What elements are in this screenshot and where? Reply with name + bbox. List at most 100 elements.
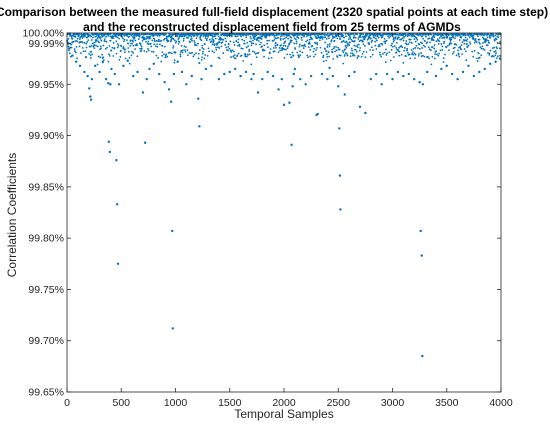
data-point-band bbox=[241, 47, 244, 50]
data-point-band bbox=[89, 45, 91, 48]
data-point bbox=[498, 57, 502, 60]
data-point-band bbox=[421, 54, 424, 57]
data-point-band bbox=[427, 46, 430, 49]
data-point bbox=[115, 203, 119, 206]
data-point-band bbox=[393, 39, 396, 42]
data-point-band bbox=[287, 37, 290, 40]
data-point-band bbox=[278, 33, 281, 36]
data-point-band bbox=[321, 33, 324, 35]
data-point-band bbox=[440, 34, 443, 37]
data-point bbox=[108, 150, 112, 154]
data-point-band bbox=[298, 45, 301, 48]
data-point-band bbox=[160, 60, 163, 63]
data-point-band bbox=[255, 39, 258, 42]
data-point-band bbox=[273, 38, 276, 41]
data-point-band bbox=[143, 50, 146, 52]
data-point bbox=[101, 60, 105, 63]
data-point-band bbox=[441, 48, 444, 51]
x-tick-label: 1000 bbox=[164, 397, 188, 409]
data-point-band bbox=[435, 40, 438, 43]
data-point-band bbox=[96, 39, 98, 41]
data-point-band bbox=[213, 51, 216, 54]
data-point-band bbox=[166, 55, 169, 58]
data-point-band bbox=[152, 33, 155, 35]
data-point-band bbox=[150, 50, 153, 53]
data-point-band bbox=[72, 40, 75, 43]
data-point bbox=[375, 72, 378, 76]
data-point-band bbox=[109, 39, 112, 42]
data-point bbox=[483, 67, 486, 71]
data-point-band bbox=[387, 35, 390, 38]
data-point-band bbox=[397, 33, 400, 36]
data-point-band bbox=[136, 55, 139, 58]
data-point-band bbox=[374, 44, 377, 47]
data-point-band bbox=[453, 46, 456, 49]
data-point-band bbox=[186, 54, 189, 57]
data-point bbox=[204, 67, 208, 71]
data-point-band bbox=[478, 38, 481, 41]
data-point-band bbox=[218, 57, 221, 60]
data-point-band bbox=[339, 54, 342, 57]
data-point-band bbox=[230, 51, 233, 53]
data-point-band bbox=[325, 34, 327, 36]
data-point-band bbox=[234, 57, 237, 60]
data-point-band bbox=[351, 52, 354, 55]
data-point-band bbox=[466, 46, 469, 48]
data-point-band bbox=[237, 44, 239, 47]
data-point-band bbox=[394, 36, 397, 39]
data-point-band bbox=[157, 40, 160, 43]
data-point-band bbox=[492, 35, 495, 38]
data-point-band bbox=[282, 38, 285, 40]
data-point-band bbox=[493, 46, 495, 49]
data-point-band bbox=[200, 33, 203, 36]
data-point-band bbox=[107, 34, 110, 37]
data-point-band bbox=[412, 47, 415, 50]
data-point-band bbox=[78, 34, 80, 37]
data-point-band bbox=[355, 45, 357, 48]
data-point bbox=[83, 70, 86, 74]
data-point-band bbox=[286, 33, 288, 36]
data-point-band bbox=[324, 48, 326, 50]
data-point-band bbox=[350, 47, 353, 50]
data-point-band bbox=[172, 45, 175, 47]
data-point-band bbox=[314, 33, 316, 35]
x-tick-label: 1500 bbox=[218, 397, 242, 409]
data-point bbox=[261, 77, 264, 81]
data-point-band bbox=[476, 33, 479, 36]
data-point-band bbox=[313, 47, 316, 50]
data-point-band bbox=[371, 53, 374, 56]
data-point-band bbox=[174, 41, 177, 44]
data-point-band bbox=[130, 54, 133, 57]
data-point-band bbox=[237, 41, 240, 44]
data-point-band bbox=[431, 36, 434, 39]
data-point-band bbox=[316, 46, 318, 49]
data-point-band bbox=[121, 36, 124, 38]
data-point-band bbox=[346, 53, 348, 55]
data-point-band bbox=[72, 34, 74, 37]
data-point bbox=[277, 88, 280, 91]
data-point-band bbox=[178, 40, 181, 43]
data-point-band bbox=[390, 49, 393, 51]
data-point-band bbox=[402, 39, 405, 42]
data-point bbox=[252, 72, 255, 76]
data-point-band bbox=[210, 40, 213, 43]
y-tick-label: 99.80% bbox=[28, 233, 64, 245]
data-point-band bbox=[407, 52, 409, 54]
data-point-band bbox=[326, 56, 329, 58]
data-point-band bbox=[105, 35, 107, 38]
data-point-band bbox=[272, 47, 275, 49]
data-point-band bbox=[252, 39, 254, 42]
data-point-band bbox=[395, 47, 398, 49]
data-point-band bbox=[145, 40, 147, 43]
data-point-band bbox=[290, 39, 293, 42]
data-point-band bbox=[132, 44, 135, 47]
data-point-band bbox=[383, 51, 386, 54]
data-point-band bbox=[222, 38, 225, 41]
data-point-band bbox=[149, 42, 152, 45]
data-point-band bbox=[439, 49, 442, 52]
data-point-band bbox=[266, 42, 268, 45]
data-point-band bbox=[319, 46, 322, 49]
data-point-band bbox=[432, 39, 435, 42]
data-point-band bbox=[243, 39, 246, 42]
data-point-band bbox=[231, 35, 233, 38]
